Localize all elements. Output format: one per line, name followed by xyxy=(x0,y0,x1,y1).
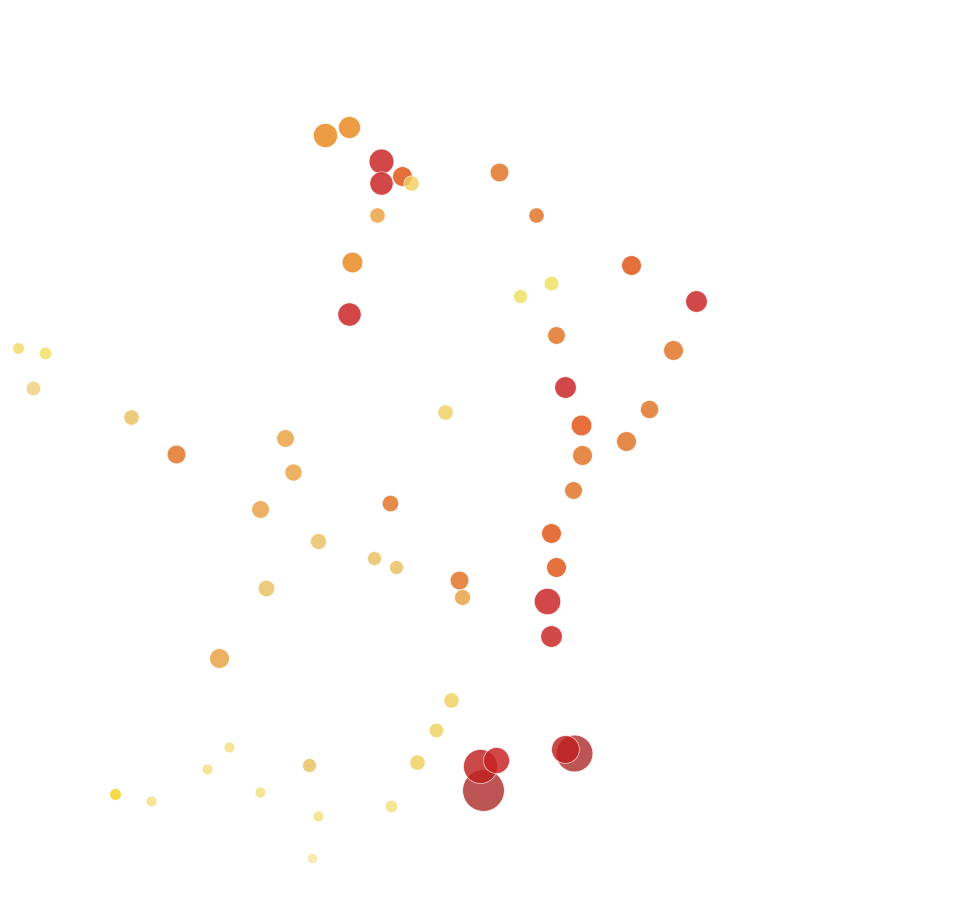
Point xyxy=(37,345,53,360)
Point xyxy=(341,120,357,134)
Point xyxy=(198,761,214,776)
Point xyxy=(543,629,559,643)
Point xyxy=(211,651,227,666)
Point xyxy=(512,290,528,304)
Point xyxy=(310,534,325,548)
Point xyxy=(543,276,559,290)
Point xyxy=(538,594,554,609)
Point xyxy=(641,401,657,416)
Point xyxy=(403,176,418,190)
Point xyxy=(556,380,572,394)
Point xyxy=(10,341,25,355)
Point xyxy=(427,723,443,738)
Point xyxy=(383,798,399,813)
Point xyxy=(408,755,424,769)
Point xyxy=(490,164,506,179)
Point xyxy=(454,590,470,604)
Point xyxy=(573,448,589,463)
Point xyxy=(344,254,360,269)
Point xyxy=(252,502,268,516)
Point xyxy=(221,741,236,755)
Point xyxy=(277,431,293,446)
Point xyxy=(573,418,589,432)
Point xyxy=(10,341,25,355)
Point xyxy=(451,573,467,587)
Point xyxy=(372,153,388,168)
Point xyxy=(566,746,581,760)
Point xyxy=(25,381,41,395)
Point xyxy=(310,809,325,824)
Point xyxy=(144,795,159,809)
Point xyxy=(382,495,398,510)
Point xyxy=(123,410,139,424)
Point xyxy=(437,405,452,419)
Point xyxy=(475,783,490,797)
Point xyxy=(394,169,409,183)
Point xyxy=(687,293,702,308)
Point xyxy=(665,344,681,358)
Point xyxy=(366,551,382,566)
Point xyxy=(543,525,559,539)
Point xyxy=(472,759,488,774)
Point xyxy=(317,128,332,143)
Point xyxy=(106,787,122,801)
Point xyxy=(341,307,357,321)
Point xyxy=(285,465,301,480)
Point xyxy=(617,434,633,448)
Point xyxy=(300,758,316,772)
Point xyxy=(258,581,274,595)
Point xyxy=(168,446,184,461)
Point xyxy=(547,327,563,342)
Point xyxy=(547,560,563,575)
Point xyxy=(443,693,458,707)
Point xyxy=(373,176,389,190)
Point xyxy=(528,207,543,222)
Point xyxy=(488,753,503,768)
Point xyxy=(304,851,319,865)
Point xyxy=(565,483,580,497)
Point xyxy=(622,258,638,272)
Point xyxy=(368,207,384,222)
Point xyxy=(556,741,572,756)
Point xyxy=(388,560,404,575)
Point xyxy=(252,785,268,799)
